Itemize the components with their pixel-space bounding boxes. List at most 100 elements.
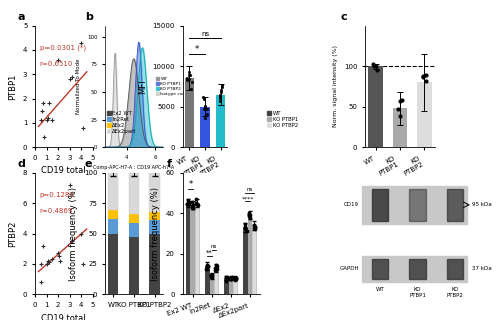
Bar: [447, 189, 463, 221]
Point: [203, 264, 211, 269]
Point: [37, 280, 45, 285]
Y-axis label: Normalized To Mode: Normalized To Mode: [76, 59, 82, 114]
Point: [218, 84, 226, 89]
Point: [199, 94, 207, 99]
Point: [240, 224, 248, 229]
Text: 95 kDa: 95 kDa: [472, 202, 491, 207]
Point: [241, 225, 249, 230]
Point: [188, 203, 196, 208]
Point: [185, 69, 193, 75]
Point: [231, 276, 239, 281]
Point: [194, 203, 202, 208]
Point: [202, 104, 209, 109]
Bar: [108, 173, 118, 211]
Point: [419, 74, 427, 79]
Bar: [233, 278, 237, 294]
X-axis label: CD19 total: CD19 total: [42, 166, 86, 175]
Point: [398, 97, 406, 102]
Text: ns: ns: [210, 244, 217, 249]
Y-axis label: Isoform frequency (%): Isoform frequency (%): [70, 187, 78, 281]
Point: [224, 276, 232, 281]
Point: [419, 74, 427, 79]
Point: [241, 225, 249, 230]
Bar: [128, 237, 139, 294]
Bar: [200, 107, 209, 147]
Point: [226, 275, 234, 280]
Point: [216, 96, 224, 101]
Bar: [150, 173, 160, 212]
Point: [186, 77, 194, 82]
Bar: [228, 278, 233, 294]
Point: [188, 205, 196, 211]
Bar: [210, 276, 214, 294]
Point: [242, 221, 250, 226]
Point: [80, 261, 88, 267]
Point: [228, 275, 235, 280]
Legend: WT, KO PTBP1, KO PTBP2, Isotype contr.: WT, KO PTBP1, KO PTBP2, Isotype contr.: [154, 75, 192, 98]
Point: [200, 106, 207, 111]
Text: r=0.4869: r=0.4869: [40, 208, 73, 214]
Point: [232, 276, 240, 281]
Text: ****: ****: [242, 196, 254, 201]
Text: a: a: [18, 12, 25, 21]
Y-axis label: Isoform frequency (%): Isoform frequency (%): [152, 187, 160, 281]
Point: [241, 225, 249, 230]
Text: *: *: [195, 44, 200, 53]
Point: [40, 135, 48, 140]
Point: [56, 258, 64, 263]
Text: e: e: [85, 159, 92, 169]
Point: [192, 197, 200, 202]
Point: [184, 202, 192, 207]
Point: [42, 118, 50, 123]
Bar: [252, 226, 256, 294]
Point: [212, 268, 220, 273]
Text: f: f: [167, 159, 172, 169]
Point: [192, 201, 200, 206]
Point: [422, 78, 430, 83]
Bar: [417, 82, 432, 147]
Point: [201, 103, 209, 108]
Text: WT: WT: [376, 287, 384, 292]
Bar: [184, 78, 194, 147]
Text: r=0.6510: r=0.6510: [40, 61, 73, 67]
Point: [184, 76, 192, 81]
Text: KO
PTBP1: KO PTBP1: [409, 287, 426, 298]
Point: [188, 80, 196, 85]
Point: [186, 72, 194, 77]
Point: [77, 40, 85, 45]
Point: [184, 200, 192, 205]
Point: [230, 276, 238, 281]
Point: [246, 211, 254, 216]
Text: GAPDH: GAPDH: [340, 266, 359, 271]
Point: [203, 106, 211, 111]
Point: [188, 204, 196, 210]
Point: [66, 76, 74, 82]
Point: [216, 98, 224, 103]
Legend: WT, KO PTBP1, KO PTBP2: WT, KO PTBP1, KO PTBP2: [265, 108, 300, 130]
Bar: [190, 205, 195, 294]
Bar: [205, 266, 210, 294]
Point: [208, 275, 216, 280]
Point: [218, 83, 226, 88]
Point: [55, 254, 63, 259]
Point: [192, 201, 200, 206]
Point: [48, 257, 56, 262]
Point: [396, 114, 404, 119]
Point: [188, 200, 196, 205]
Text: b: b: [85, 12, 93, 21]
Point: [211, 268, 219, 273]
Text: d: d: [18, 159, 26, 169]
Point: [394, 107, 402, 112]
Point: [232, 275, 240, 280]
Y-axis label: PTBP1: PTBP1: [8, 73, 18, 100]
Point: [203, 111, 211, 116]
Point: [54, 57, 62, 62]
Point: [222, 276, 230, 281]
Point: [39, 243, 47, 248]
Point: [42, 261, 50, 267]
Point: [242, 229, 250, 234]
Point: [222, 274, 230, 279]
Point: [207, 274, 215, 279]
Point: [216, 93, 224, 98]
Bar: [214, 268, 218, 294]
